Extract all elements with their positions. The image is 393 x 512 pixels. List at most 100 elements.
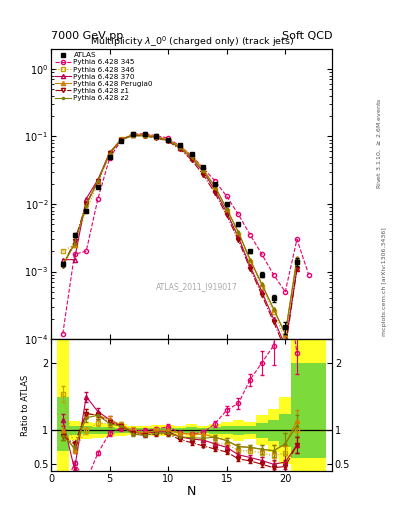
Pythia 6.428 346 xyxy=(201,169,206,175)
Pythia 6.428 z2 xyxy=(72,241,77,247)
Pythia 6.428 Perugia0 xyxy=(131,132,136,138)
Pythia 6.428 z1 xyxy=(189,157,194,163)
Pythia 6.428 345 xyxy=(213,178,217,184)
Pythia 6.428 z1 xyxy=(166,138,171,144)
Pythia 6.428 345 xyxy=(84,248,88,254)
Pythia 6.428 Perugia0 xyxy=(178,143,182,149)
Pythia 6.428 370 xyxy=(95,177,100,183)
Pythia 6.428 z2 xyxy=(107,151,112,157)
Pythia 6.428 z1 xyxy=(248,266,252,272)
Pythia 6.428 346 xyxy=(178,145,182,151)
Pythia 6.428 346 xyxy=(213,187,217,194)
Pythia 6.428 345 xyxy=(142,131,147,137)
Pythia 6.428 Perugia0 xyxy=(166,137,171,143)
Pythia 6.428 z1 xyxy=(84,201,88,207)
Pythia 6.428 370 xyxy=(271,315,276,322)
Pythia 6.428 346 xyxy=(72,242,77,248)
Legend: ATLAS, Pythia 6.428 345, Pythia 6.428 346, Pythia 6.428 370, Pythia 6.428 Perugi: ATLAS, Pythia 6.428 345, Pythia 6.428 34… xyxy=(53,51,154,102)
Pythia 6.428 370 xyxy=(61,257,65,263)
Pythia 6.428 345 xyxy=(189,153,194,159)
Pythia 6.428 370 xyxy=(224,209,229,216)
Pythia 6.428 z2 xyxy=(166,138,171,144)
Pythia 6.428 370 xyxy=(259,289,264,295)
Pythia 6.428 345 xyxy=(61,331,65,337)
Pythia 6.428 z1 xyxy=(61,263,65,269)
Pythia 6.428 370 xyxy=(213,187,217,194)
Pythia 6.428 Perugia0 xyxy=(61,261,65,267)
Pythia 6.428 z2 xyxy=(213,184,217,190)
Pythia 6.428 345 xyxy=(201,165,206,171)
Pythia 6.428 Perugia0 xyxy=(259,281,264,287)
Pythia 6.428 Perugia0 xyxy=(248,257,252,263)
Pythia 6.428 z1 xyxy=(236,237,241,243)
Pythia 6.428 Perugia0 xyxy=(271,306,276,312)
Pythia 6.428 346 xyxy=(236,232,241,238)
Pythia 6.428 345 xyxy=(72,251,77,258)
Pythia 6.428 370 xyxy=(154,134,159,140)
Pythia 6.428 z2 xyxy=(283,331,288,337)
Pythia 6.428 Perugia0 xyxy=(84,201,88,207)
Pythia 6.428 z1 xyxy=(213,190,217,196)
Pythia 6.428 370 xyxy=(142,132,147,138)
Pythia 6.428 370 xyxy=(189,155,194,161)
Pythia 6.428 346 xyxy=(107,151,112,157)
Pythia 6.428 z1 xyxy=(131,132,136,138)
Y-axis label: Ratio to ATLAS: Ratio to ATLAS xyxy=(21,374,30,436)
Pythia 6.428 346 xyxy=(142,132,147,138)
Line: Pythia 6.428 370: Pythia 6.428 370 xyxy=(61,133,299,348)
Pythia 6.428 z2 xyxy=(84,202,88,208)
Pythia 6.428 z2 xyxy=(178,145,182,151)
Pythia 6.428 z1 xyxy=(72,238,77,244)
Pythia 6.428 346 xyxy=(271,309,276,315)
Pythia 6.428 346 xyxy=(95,181,100,187)
Pythia 6.428 370 xyxy=(119,137,124,143)
X-axis label: N: N xyxy=(187,485,196,498)
Pythia 6.428 z2 xyxy=(142,133,147,139)
Pythia 6.428 345 xyxy=(107,155,112,161)
Pythia 6.428 Perugia0 xyxy=(201,166,206,172)
Pythia 6.428 z1 xyxy=(154,135,159,141)
Pythia 6.428 370 xyxy=(248,263,252,269)
Title: Multiplicity $\lambda\_0^0$ (charged only) (track jets): Multiplicity $\lambda\_0^0$ (charged onl… xyxy=(90,34,294,49)
Pythia 6.428 346 xyxy=(84,207,88,214)
Pythia 6.428 z2 xyxy=(95,178,100,184)
Pythia 6.428 370 xyxy=(178,145,182,151)
Pythia 6.428 346 xyxy=(154,134,159,140)
Pythia 6.428 346 xyxy=(61,248,65,254)
Pythia 6.428 345 xyxy=(224,193,229,199)
Pythia 6.428 z2 xyxy=(248,257,252,263)
Pythia 6.428 370 xyxy=(236,234,241,241)
Pythia 6.428 346 xyxy=(131,131,136,137)
Pythia 6.428 346 xyxy=(224,207,229,214)
Pythia 6.428 Perugia0 xyxy=(72,242,77,248)
Pythia 6.428 z1 xyxy=(119,137,124,143)
Pythia 6.428 z2 xyxy=(154,135,159,141)
Pythia 6.428 Perugia0 xyxy=(107,150,112,156)
Pythia 6.428 Perugia0 xyxy=(189,153,194,159)
Pythia 6.428 346 xyxy=(189,155,194,161)
Pythia 6.428 345 xyxy=(283,289,288,295)
Text: 7000 GeV pp: 7000 GeV pp xyxy=(51,31,123,41)
Pythia 6.428 370 xyxy=(131,132,136,138)
Pythia 6.428 z1 xyxy=(271,319,276,325)
Pythia 6.428 Perugia0 xyxy=(295,254,299,261)
Pythia 6.428 z2 xyxy=(259,281,264,287)
Text: Rivet 3.1.10, $\geq$ 2.6M events: Rivet 3.1.10, $\geq$ 2.6M events xyxy=(375,98,383,189)
Pythia 6.428 345 xyxy=(306,271,311,278)
Pythia 6.428 346 xyxy=(295,259,299,265)
Pythia 6.428 Perugia0 xyxy=(213,184,217,190)
Line: Pythia 6.428 z1: Pythia 6.428 z1 xyxy=(61,133,299,352)
Pythia 6.428 370 xyxy=(283,343,288,349)
Text: mcplots.cern.ch [arXiv:1306.3436]: mcplots.cern.ch [arXiv:1306.3436] xyxy=(382,227,387,336)
Pythia 6.428 z1 xyxy=(107,151,112,157)
Line: Pythia 6.428 z2: Pythia 6.428 z2 xyxy=(61,134,299,336)
Pythia 6.428 346 xyxy=(259,284,264,290)
Text: Soft QCD: Soft QCD xyxy=(282,31,332,41)
Pythia 6.428 z1 xyxy=(295,266,299,272)
Pythia 6.428 z2 xyxy=(236,229,241,236)
Pythia 6.428 Perugia0 xyxy=(142,132,147,138)
Pythia 6.428 345 xyxy=(119,137,124,143)
Pythia 6.428 Perugia0 xyxy=(224,206,229,212)
Pythia 6.428 370 xyxy=(84,196,88,202)
Pythia 6.428 z1 xyxy=(283,347,288,353)
